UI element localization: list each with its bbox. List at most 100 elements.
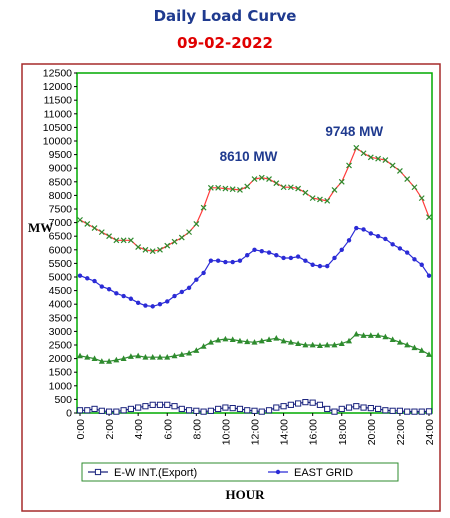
data-point xyxy=(200,204,207,211)
y-tick-label: 0 xyxy=(66,408,72,420)
data-point xyxy=(310,262,315,267)
data-point xyxy=(418,408,425,415)
data-point xyxy=(426,351,432,357)
data-point xyxy=(281,255,286,261)
data-point xyxy=(178,405,185,413)
data-point xyxy=(237,258,243,263)
data-point xyxy=(230,259,235,265)
data-point xyxy=(273,404,280,411)
data-point xyxy=(84,354,91,360)
data-point xyxy=(98,358,105,364)
data-point xyxy=(149,248,156,255)
legend-label: EAST GRID xyxy=(294,467,353,479)
data-point xyxy=(128,296,134,301)
data-point xyxy=(404,408,411,415)
data-point xyxy=(287,339,294,345)
y-tick-label: 5000 xyxy=(49,272,73,284)
data-point xyxy=(382,157,389,163)
data-point xyxy=(309,399,316,406)
data-point xyxy=(127,353,134,359)
data-point xyxy=(426,273,432,278)
data-point xyxy=(396,407,404,414)
data-point xyxy=(135,404,142,411)
y-tick-label: 1500 xyxy=(49,367,73,379)
series-0 xyxy=(77,144,432,255)
x-tick-label: 18:00 xyxy=(337,419,349,445)
data-point xyxy=(287,184,294,191)
data-point xyxy=(135,244,142,251)
data-point xyxy=(186,285,192,291)
y-tick-label: 12000 xyxy=(43,81,72,93)
data-point xyxy=(339,247,344,252)
data-point xyxy=(266,250,272,255)
data-point xyxy=(324,341,331,348)
data-point xyxy=(316,401,324,408)
data-point xyxy=(295,340,302,347)
chart-title: Daily Load Curve xyxy=(153,7,297,25)
data-point xyxy=(345,404,353,411)
data-point xyxy=(208,258,214,263)
x-tick-label: 6:00 xyxy=(162,419,174,440)
data-point xyxy=(164,242,171,249)
y-tick-label: 2500 xyxy=(49,340,73,352)
data-point xyxy=(324,197,331,204)
data-point xyxy=(171,352,178,359)
data-point xyxy=(77,352,83,359)
data-point xyxy=(120,407,127,414)
x-axis-label: HOUR xyxy=(226,487,266,502)
y-tick-label: 6000 xyxy=(49,244,73,256)
data-point xyxy=(106,358,113,364)
y-tick-label: 11500 xyxy=(44,95,73,107)
data-point xyxy=(389,162,396,169)
data-point xyxy=(171,238,178,245)
data-point xyxy=(200,343,207,349)
y-tick-label: 9000 xyxy=(49,163,73,175)
data-point xyxy=(266,176,272,183)
data-point xyxy=(418,347,425,353)
data-point xyxy=(252,247,257,252)
data-point xyxy=(354,225,359,231)
data-point xyxy=(164,401,171,408)
annotation-layer: 8610 MW 9748 MW xyxy=(220,124,384,164)
data-point xyxy=(91,355,98,361)
data-point xyxy=(84,221,91,227)
data-point xyxy=(360,332,367,338)
data-point xyxy=(404,176,411,183)
x-tick-label: 10:00 xyxy=(220,419,232,445)
data-point xyxy=(236,337,243,344)
data-point xyxy=(346,162,352,169)
data-point xyxy=(288,255,294,261)
data-point xyxy=(287,401,294,408)
data-point xyxy=(135,300,141,306)
data-point xyxy=(106,233,113,240)
data-point xyxy=(193,407,200,414)
data-point xyxy=(346,238,352,243)
data-point xyxy=(338,405,345,413)
y-tick-label: 10500 xyxy=(43,122,72,134)
series-3 xyxy=(76,399,433,415)
data-point xyxy=(193,347,200,353)
y-tick-label: 12500 xyxy=(43,68,72,80)
data-point xyxy=(295,400,302,407)
data-point xyxy=(368,231,374,236)
data-point xyxy=(302,189,309,196)
data-point xyxy=(338,178,345,185)
x-axis: 0:00 2:00 4:00 6:00 8:00 10:00 12:00 14:00 16:00… xyxy=(75,413,436,445)
data-point xyxy=(244,183,251,190)
data-point xyxy=(172,293,177,299)
data-point xyxy=(404,341,411,348)
data-point xyxy=(412,257,417,262)
data-point xyxy=(302,341,309,348)
data-point xyxy=(200,408,207,415)
data-point xyxy=(222,185,229,192)
data-point xyxy=(245,253,250,258)
data-point xyxy=(143,303,148,308)
data-point xyxy=(273,335,280,341)
data-point xyxy=(178,234,185,241)
x-tick-label: 2:00 xyxy=(104,419,116,440)
data-point xyxy=(244,338,251,345)
data-point xyxy=(251,407,258,414)
data-point xyxy=(229,336,236,342)
